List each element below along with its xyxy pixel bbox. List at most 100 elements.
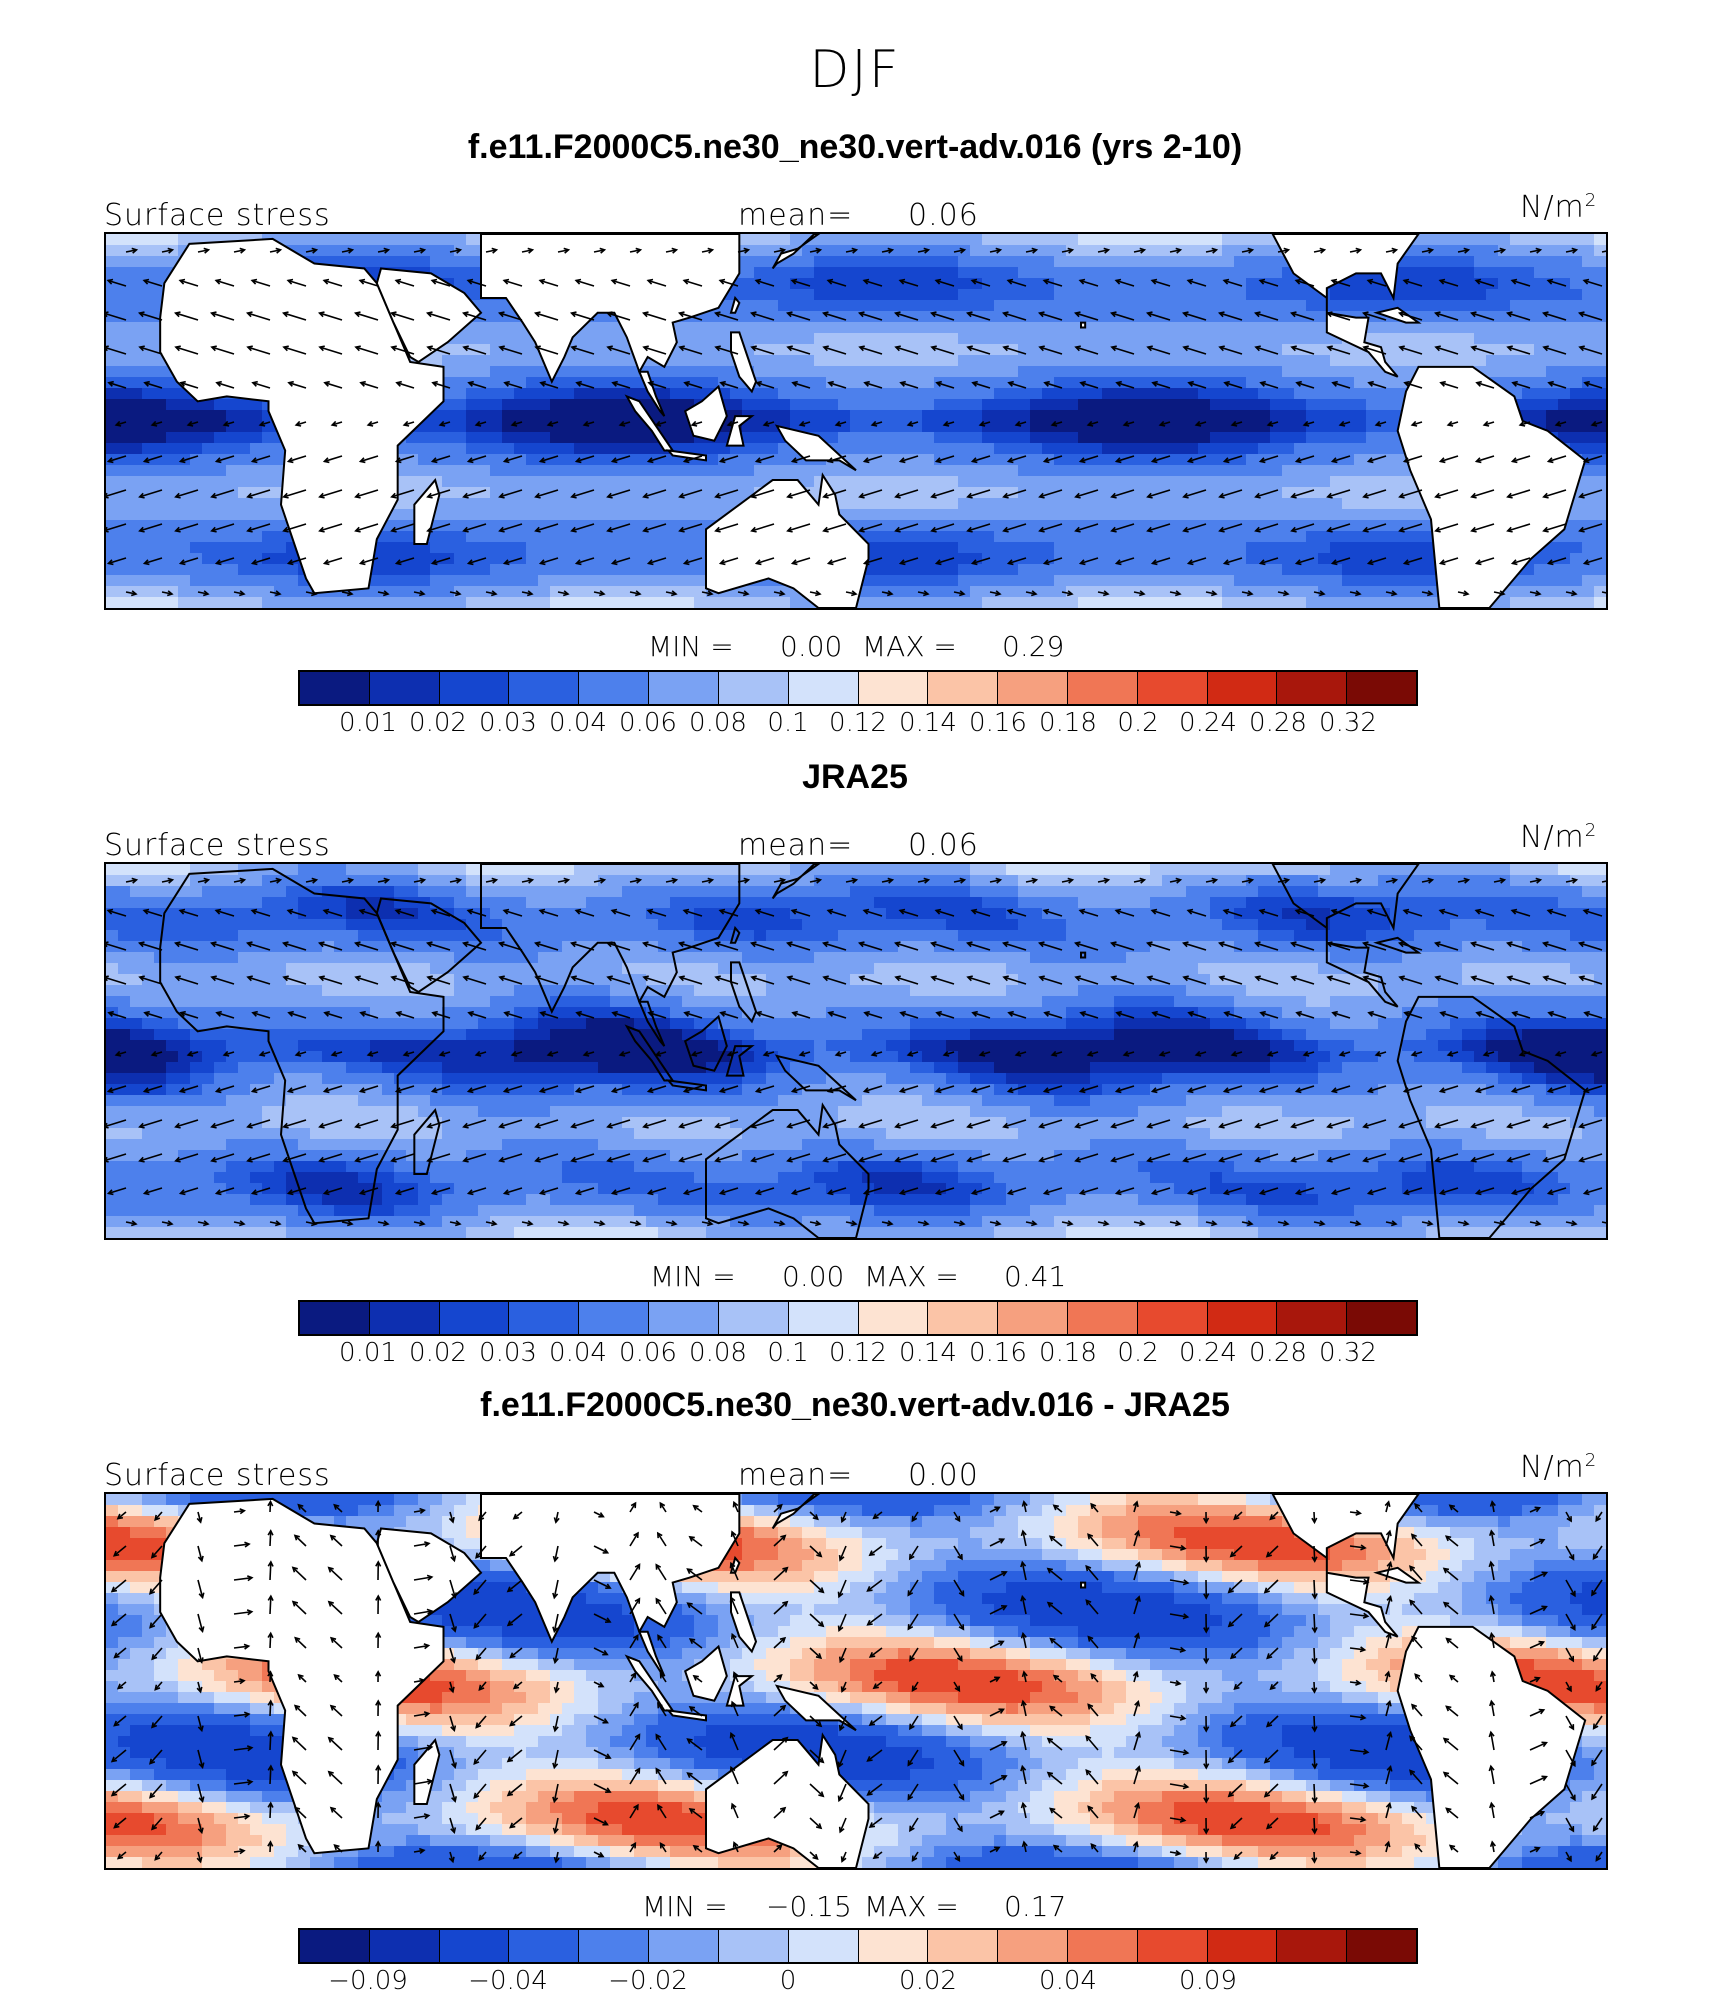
colorbar-tick-label: −0.04: [468, 1966, 548, 1996]
stress-arrow: [535, 942, 559, 951]
stress-arrow: [553, 1783, 559, 1802]
stress-arrowhead: [1114, 1189, 1122, 1196]
stress-arrowhead: [534, 975, 541, 982]
stress-arrowhead: [246, 1779, 254, 1786]
stress-arrow: [319, 312, 343, 321]
stress-arrowhead: [598, 1681, 605, 1688]
stress-arrowhead: [174, 345, 181, 352]
stress-arrow: [612, 1085, 631, 1093]
stress-arrowhead: [506, 1790, 514, 1797]
stress-arrow: [143, 909, 163, 917]
stress-arrow: [111, 1579, 127, 1593]
stress-arrowhead: [310, 1220, 318, 1227]
stress-arrowhead: [291, 1600, 299, 1607]
stress-arrow: [1260, 1085, 1279, 1093]
stress-arrowhead: [750, 1156, 757, 1163]
stress-arrow: [895, 489, 919, 498]
coastline: [1396, 995, 1587, 1238]
stress-arrowhead: [1474, 278, 1482, 285]
stress-arrow: [1327, 1119, 1351, 1128]
stress-arrow: [1219, 523, 1243, 532]
stress-arrowhead: [1541, 1775, 1548, 1782]
stress-arrowhead: [1222, 1189, 1230, 1196]
stress-arrow: [1147, 976, 1171, 985]
stress-arrow: [809, 1715, 822, 1727]
stress-arrow: [475, 1817, 487, 1830]
stress-arrow: [151, 1545, 163, 1558]
stress-arrowhead: [1223, 380, 1230, 387]
stress-arrow: [1260, 1011, 1279, 1019]
stress-arrow: [1228, 1579, 1243, 1593]
stress-arrowhead: [1110, 1122, 1117, 1129]
colorbar-swatch: [1067, 672, 1138, 704]
stress-arrowhead: [327, 1566, 334, 1573]
stress-arrowhead: [318, 975, 325, 982]
stress-arrowhead: [1402, 1189, 1410, 1196]
stress-arrow: [1043, 279, 1063, 287]
panel-2-mean-value: 0.06: [908, 828, 979, 863]
stress-arrowhead: [402, 420, 410, 427]
stress-arrow: [1579, 942, 1603, 951]
stress-arrowhead: [214, 908, 222, 915]
colorbar-tick-label: 0.06: [619, 708, 677, 738]
stress-arrow: [838, 1613, 847, 1631]
stress-arrowhead: [1266, 1050, 1274, 1057]
stress-arrow: [1255, 1119, 1279, 1128]
stress-arrowhead: [451, 1592, 458, 1599]
stress-arrowhead: [1438, 1087, 1446, 1094]
stress-arrowhead: [383, 877, 391, 884]
stress-arrow: [283, 942, 307, 951]
stress-arrowhead: [755, 380, 762, 387]
stress-arrowhead: [281, 941, 289, 948]
stress-arrowhead: [732, 1841, 739, 1848]
stress-arrowhead: [602, 1649, 609, 1656]
stress-arrowhead: [552, 1725, 559, 1733]
stress-arrow: [1049, 1705, 1063, 1717]
stress-arrowhead: [1007, 380, 1014, 387]
stress-arrowhead: [1442, 1771, 1450, 1778]
stress-arrowhead: [1194, 1050, 1202, 1057]
stress-arrow: [1313, 1579, 1316, 1599]
stress-arrow: [305, 591, 317, 595]
stress-arrow: [655, 421, 667, 426]
stress-arrowhead: [1446, 420, 1454, 427]
stress-arrowhead: [786, 1122, 793, 1129]
stress-arrowhead: [418, 1847, 426, 1855]
stress-arrowhead: [451, 1762, 457, 1769]
stress-arrow: [864, 381, 883, 389]
stress-arrow: [1080, 381, 1099, 389]
stress-arrowhead: [1020, 1529, 1027, 1537]
stress-arrowhead: [714, 345, 721, 352]
stress-arrow: [1291, 976, 1315, 985]
stress-arrowhead: [1591, 1759, 1597, 1767]
stress-arrow: [557, 1221, 569, 1225]
stress-arrow: [139, 1119, 163, 1128]
stress-arrow: [1133, 1803, 1140, 1819]
stress-arrow: [499, 976, 523, 985]
stress-arrowhead: [1135, 1731, 1141, 1738]
stress-arrowhead: [1146, 492, 1153, 499]
stress-arrowhead: [1568, 1655, 1575, 1663]
stress-arrowhead: [934, 559, 942, 566]
stress-arrowhead: [1366, 278, 1374, 285]
stress-arrowhead: [1546, 278, 1554, 285]
stress-arrow: [1591, 1051, 1603, 1056]
stress-arrowhead: [1591, 1623, 1597, 1631]
stress-arrowhead: [1438, 278, 1446, 285]
stress-arrowhead: [1534, 1220, 1542, 1227]
colorbar-swatch: [858, 1930, 929, 1962]
stress-arrowhead: [815, 877, 823, 884]
stress-arrow: [1440, 455, 1459, 463]
stress-arrow: [907, 421, 919, 426]
stress-arrowhead: [718, 1189, 726, 1196]
stress-arrowhead: [1482, 1050, 1490, 1057]
stress-arrowhead: [1182, 526, 1189, 533]
stress-arrow: [324, 1085, 343, 1093]
stress-arrow: [323, 909, 343, 917]
stress-arrow: [395, 279, 415, 287]
stress-arrowhead: [1146, 526, 1153, 533]
stress-arrow: [328, 1567, 343, 1581]
stress-arrow: [809, 1545, 822, 1557]
stress-arrow: [355, 523, 379, 532]
stress-arrowhead: [1085, 1564, 1092, 1572]
